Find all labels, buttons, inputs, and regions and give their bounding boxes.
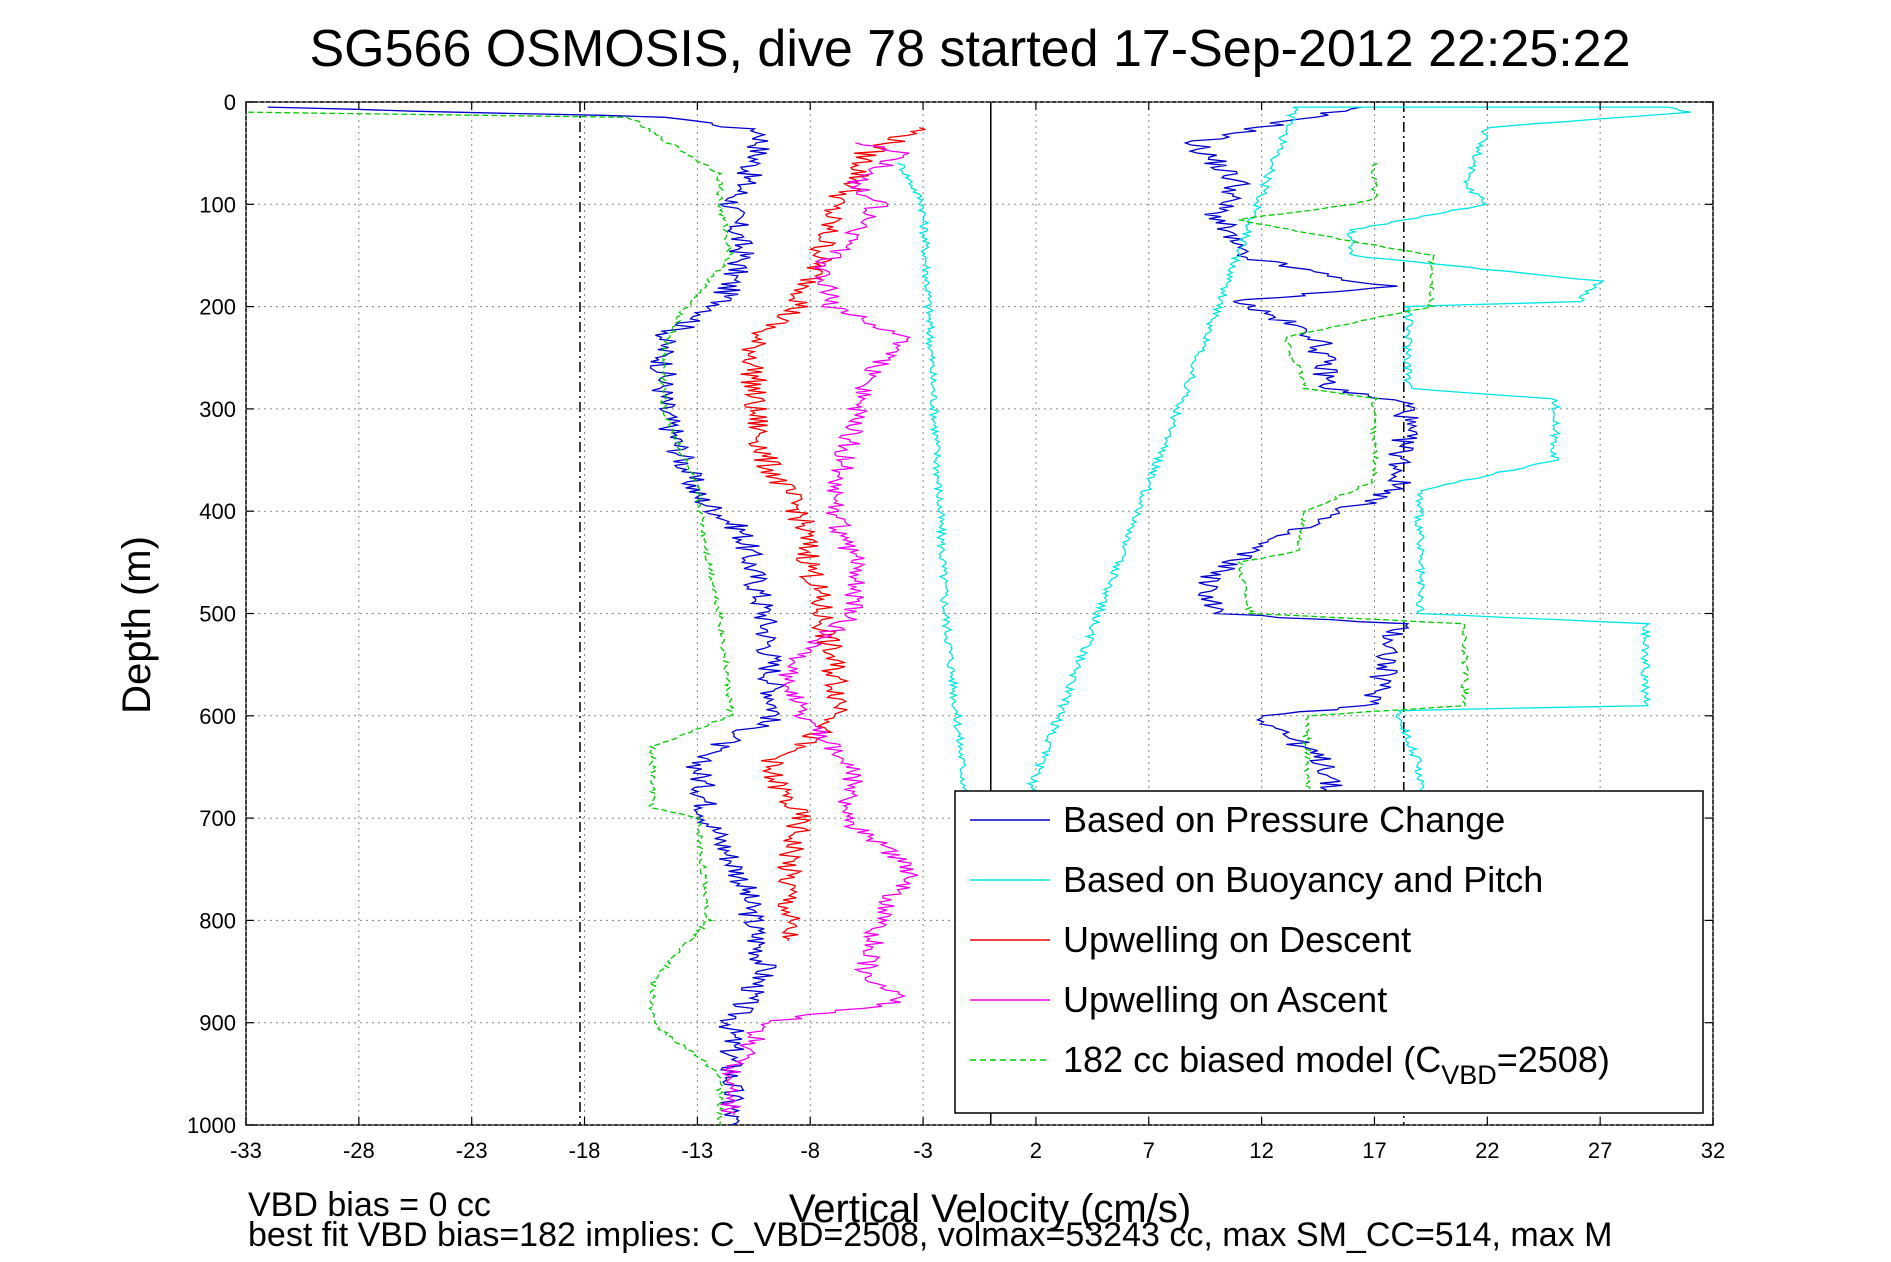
y-tick-label: 800 — [199, 908, 236, 933]
x-tick-label: -18 — [569, 1138, 601, 1163]
x-axis-label: Vertical Velocity (cm/s) — [789, 1187, 1191, 1231]
x-tick-label: -3 — [913, 1138, 933, 1163]
x-axis-ticks: -33 -28 -23 -18 -13 -8 -3 2 7 12 17 22 27 32 — [230, 102, 1725, 1163]
y-axis-ticks: 0 100 200 300 400 500 600 700 800 900 1000 — [187, 90, 1713, 1138]
legend: Based on Pressure Change Based on Buoyan… — [954, 790, 1704, 1114]
legend-label-buoyancy: Based on Buoyancy and Pitch — [1063, 859, 1543, 900]
legend-box — [954, 790, 1704, 1114]
x-tick-label: 22 — [1475, 1138, 1499, 1163]
x-tick-label: 17 — [1362, 1138, 1386, 1163]
x-tick-label: -13 — [681, 1138, 713, 1163]
series-line-biased-model-b — [1236, 162, 1471, 819]
x-tick-label: -8 — [800, 1138, 820, 1163]
series-line-descent — [740, 126, 926, 942]
y-tick-label: 900 — [199, 1011, 236, 1036]
series-layer — [248, 106, 1691, 1126]
series-line-ascent — [720, 142, 919, 1116]
best-fit-note: best fit VBD bias=182 implies: C_VBD=250… — [248, 1216, 1612, 1254]
y-tick-label: 400 — [199, 499, 236, 524]
y-tick-label: 1000 — [187, 1113, 236, 1138]
y-tick-label: 600 — [199, 704, 236, 729]
legend-label-biased-model: 182 cc biased model (CVBD=2508) — [1063, 1039, 1610, 1090]
series-line-buoyancy — [896, 106, 1691, 921]
y-tick-label: 500 — [199, 602, 236, 627]
series-line-biased-model — [248, 111, 735, 1125]
y-tick-label: 0 — [224, 90, 236, 115]
y-tick-label: 300 — [199, 397, 236, 422]
vbd-bias-note: VBD bias = 0 cc — [248, 1186, 491, 1224]
legend-label-ascent: Upwelling on Ascent — [1063, 979, 1387, 1020]
x-tick-label: -28 — [343, 1138, 375, 1163]
x-tick-label: 32 — [1701, 1138, 1725, 1163]
legend-label-pressure: Based on Pressure Change — [1063, 799, 1505, 840]
series-line-pressure-b — [1183, 106, 1419, 819]
y-axis-label: Depth (m) — [115, 536, 159, 714]
series-line-pressure — [267, 106, 787, 1126]
x-tick-label: -23 — [456, 1138, 488, 1163]
x-tick-label: 27 — [1588, 1138, 1612, 1163]
y-tick-label: 200 — [199, 295, 236, 320]
y-tick-label: 100 — [199, 192, 236, 217]
x-tick-label: 7 — [1143, 1138, 1155, 1163]
x-tick-label: 2 — [1030, 1138, 1042, 1163]
legend-label-descent: Upwelling on Descent — [1063, 919, 1411, 960]
y-tick-label: 700 — [199, 806, 236, 831]
chart-title: SG566 OSMOSIS, dive 78 started 17-Sep-20… — [309, 20, 1630, 78]
x-tick-label: 12 — [1249, 1138, 1273, 1163]
x-tick-label: -33 — [230, 1138, 262, 1163]
